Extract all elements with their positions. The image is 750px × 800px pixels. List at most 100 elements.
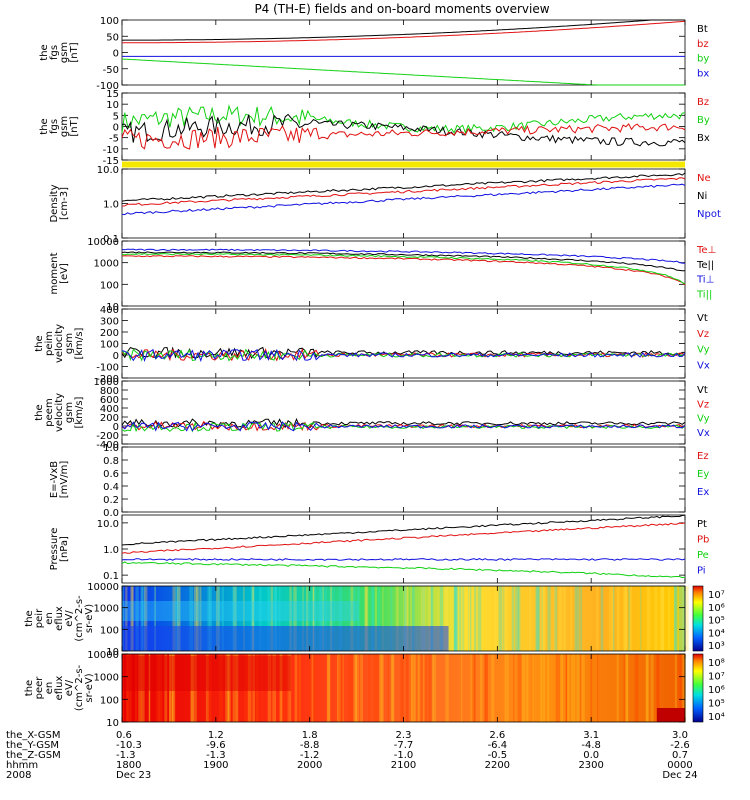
y-tick-label: 100 <box>100 695 119 706</box>
colorbar-tick-label: 10⁸ <box>708 658 725 669</box>
legend-by: by <box>697 54 709 65</box>
y-tick-label: 800 <box>100 386 119 397</box>
legend-Ez: Ez <box>697 451 709 462</box>
panel-frame <box>121 92 686 161</box>
trace-red <box>121 347 686 362</box>
y-axis-label: peer <box>34 676 45 700</box>
y-tick-label: 0.2 <box>103 495 119 506</box>
x-tick-value: -4.8 <box>581 740 601 751</box>
trace-black <box>121 251 686 272</box>
panel-frame <box>121 446 686 513</box>
y-axis-label: [eV] <box>59 263 70 284</box>
legend-Ex: Ex <box>697 487 709 498</box>
y-axis-label: gsm <box>64 333 75 354</box>
panel-frame <box>121 168 686 239</box>
legend-Vz: Vz <box>697 399 709 410</box>
y-tick-label: 400 <box>100 305 119 316</box>
legend-bx: bx <box>697 68 709 79</box>
colorbar-tick-label: 10⁶ <box>708 685 725 696</box>
legend-Ne: Ne <box>697 173 711 184</box>
legend-Pi: Pi <box>697 566 706 577</box>
data-gap-bar <box>122 161 685 168</box>
y-tick-label: 200 <box>100 413 119 424</box>
panel-efield: 1.0 0.8 0.6 0.4 0.2 0.0 E=-VxB [mV/m] Ez Ey Ex <box>49 443 709 519</box>
y-tick-label: 1.0 <box>103 545 119 556</box>
y-axis-label: peim <box>44 331 55 356</box>
y-tick-label: -50 <box>103 65 119 76</box>
y-tick-label: 10 <box>106 718 119 729</box>
x-tick-value: 2.3 <box>396 730 412 741</box>
y-axis-label: [km/s] <box>74 327 85 359</box>
y-tick-label: 50 <box>106 32 119 43</box>
legend-Bx: Bx <box>697 133 710 144</box>
y-tick-label: 10 <box>106 647 119 658</box>
y-tick-label: 100 <box>100 16 119 27</box>
y-axis-label: the <box>39 44 50 60</box>
legend-Pe: Pe <box>697 550 709 561</box>
y-axis-label: the <box>24 610 35 626</box>
y-tick-label: -200 <box>96 431 119 442</box>
x-tick-value: 3.1 <box>583 730 599 741</box>
y-tick-label: 0 <box>113 49 119 60</box>
y-tick-label: 400 <box>100 404 119 415</box>
y-tick-label: 0.0 <box>103 508 119 519</box>
y-tick-label: 0.6 <box>103 469 119 480</box>
y-tick-label: 100 <box>100 280 119 291</box>
figure-title: P4 (TH-E) fields and on-board moments ov… <box>254 2 549 16</box>
y-tick-label: 1000 <box>94 604 119 615</box>
y-tick-label: 1.0 <box>103 200 119 211</box>
trace-green <box>121 421 686 433</box>
y-axis-label: gsm <box>64 402 75 423</box>
x-tick-value: -6.4 <box>488 740 508 751</box>
x-tick-value: 2300 <box>578 760 603 771</box>
trace-red <box>121 255 686 286</box>
legend-Pt: Pt <box>697 519 707 530</box>
y-axis-label: [mV/m] <box>59 461 70 499</box>
y-axis-label: [nT] <box>69 42 80 62</box>
y-axis-label: [nT] <box>69 116 80 136</box>
y-axis-label: the <box>24 680 35 696</box>
trace-blue <box>121 421 686 432</box>
y-tick-label: 10.0 <box>97 165 119 176</box>
x-tick-value: Dec 24 <box>662 770 697 781</box>
x-row-label: hhmm <box>6 760 38 771</box>
colorbar-tick-label: 10⁷ <box>708 672 725 683</box>
x-tick-value: 2200 <box>485 760 510 771</box>
y-tick-label: 1000 <box>94 259 119 270</box>
panel-peer-eflux: 10⁸ 10⁷ 10⁶ 10⁵ 10⁴ 10000 1000 100 10 the peer en ef… <box>24 650 725 729</box>
y-axis-label: (cm^2-s- <box>74 595 85 642</box>
y-tick-label: 0.8 <box>103 456 119 467</box>
legend-Ni: Ni <box>697 191 707 202</box>
x-tick-value: -1.3 <box>116 750 136 761</box>
x-row-label: the_X-GSM <box>6 730 60 741</box>
trace-black <box>121 172 686 202</box>
legend-Te||: Te|| <box>696 260 714 271</box>
trace-blue <box>121 348 686 363</box>
trace-green <box>121 561 686 579</box>
legend-Vt: Vt <box>697 313 708 324</box>
colorbar-peir-eflux <box>692 585 704 652</box>
y-tick-label: 10000 <box>87 582 119 593</box>
y-axis-label: velocity <box>54 393 65 432</box>
y-axis-label: the <box>34 335 45 351</box>
x-tick-value: 1800 <box>116 760 141 771</box>
colorbar-tick-label: 10⁷ <box>708 590 725 601</box>
y-tick-label: -15 <box>103 156 119 167</box>
y-axis-label: fgs <box>49 45 60 60</box>
x-tick-value: -10.3 <box>116 740 142 751</box>
y-axis-label: gsm <box>59 42 70 63</box>
y-tick-label: 600 <box>100 395 119 406</box>
x-axis: the_X-GSMthe_Y-GSMthe_Z-GSMhhmm20080.6-1… <box>6 730 698 781</box>
y-tick-label: -200 <box>96 374 119 385</box>
legend-Bz: Bz <box>697 97 709 108</box>
y-axis-label: eV/ <box>64 610 75 627</box>
legend-bz: bz <box>697 39 709 50</box>
y-tick-label: 10.0 <box>97 519 119 530</box>
x-tick-value: -1.2 <box>300 750 320 761</box>
x-tick-value: 2100 <box>391 760 416 771</box>
x-tick-value: -0.5 <box>488 750 508 761</box>
colorbar-peer-eflux <box>692 653 704 723</box>
